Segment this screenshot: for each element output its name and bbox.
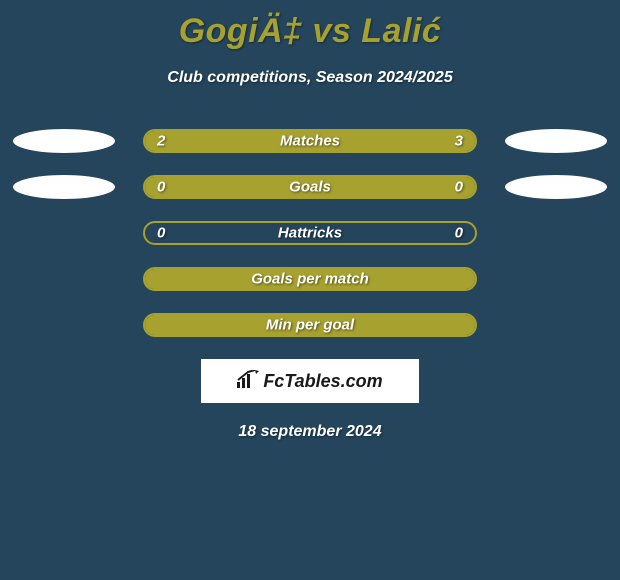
snapshot-date: 18 september 2024 (0, 423, 620, 441)
avatar-spacer (13, 313, 115, 337)
stat-label: Goals per match (145, 271, 475, 288)
comparison-title: GogiÄ‡ vs Lalić (0, 0, 620, 51)
player-right-avatar (505, 175, 607, 199)
stat-label: Matches (145, 133, 475, 150)
stat-label: Hattricks (145, 225, 475, 242)
stat-row: 00Hattricks (0, 221, 620, 245)
stat-bar: 00Hattricks (143, 221, 477, 245)
stat-bar: Min per goal (143, 313, 477, 337)
player-right-avatar (505, 129, 607, 153)
stat-bar: 23Matches (143, 129, 477, 153)
avatar-spacer (13, 221, 115, 245)
stat-row: 23Matches (0, 129, 620, 153)
avatar-spacer (505, 313, 607, 337)
player-left-avatar (13, 129, 115, 153)
stat-label: Min per goal (145, 317, 475, 334)
stat-row: Min per goal (0, 313, 620, 337)
comparison-subtitle: Club competitions, Season 2024/2025 (0, 69, 620, 87)
stat-bar: 00Goals (143, 175, 477, 199)
chart-icon (237, 370, 259, 393)
player-left-avatar (13, 175, 115, 199)
stat-rows-container: 23Matches 00Goals 00Hattricks Goals per mat… (0, 129, 620, 337)
avatar-spacer (505, 221, 607, 245)
avatar-spacer (505, 267, 607, 291)
stat-row: 00Goals (0, 175, 620, 199)
stat-bar: Goals per match (143, 267, 477, 291)
stat-label: Goals (145, 179, 475, 196)
brand-logo-text: FcTables.com (263, 371, 382, 392)
avatar-spacer (13, 267, 115, 291)
stat-row: Goals per match (0, 267, 620, 291)
brand-logo: FcTables.com (201, 359, 419, 403)
